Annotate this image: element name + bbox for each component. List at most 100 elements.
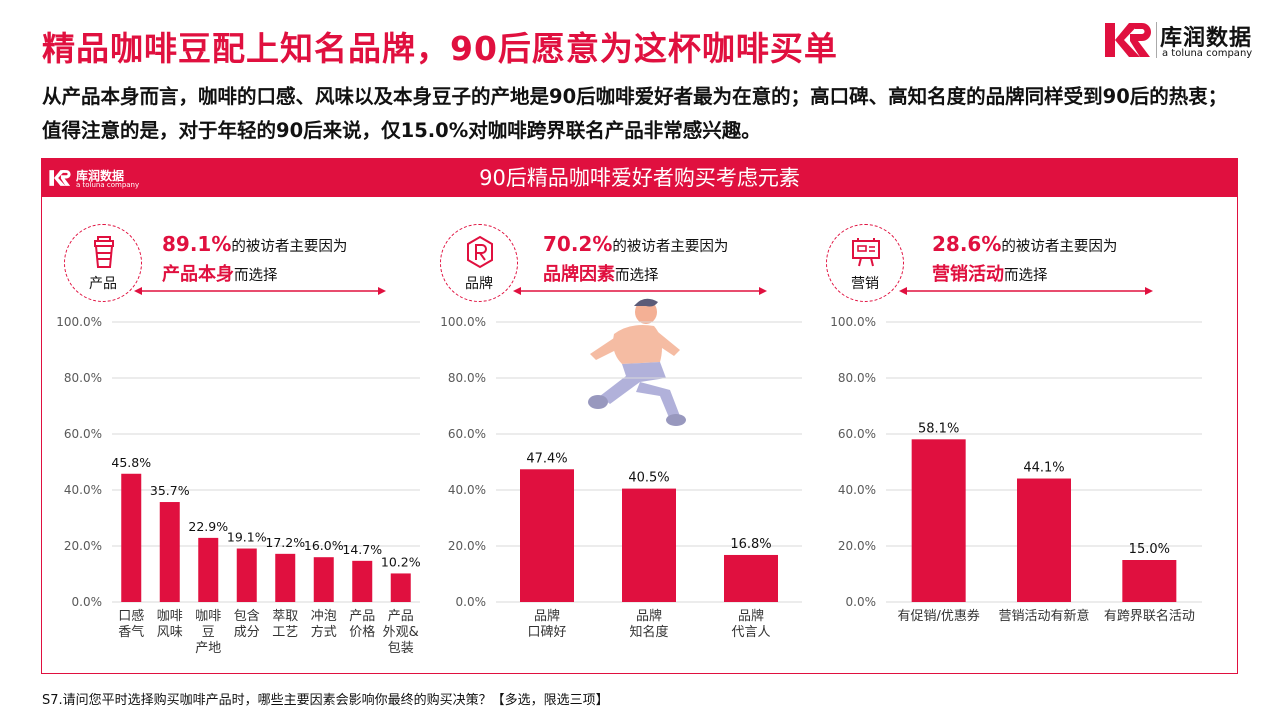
product-highlight: 89.1%的被访者主要因为 产品本身而选择 <box>162 230 347 290</box>
marketing-highlight: 28.6%的被访者主要因为 营销活动而选择 <box>932 230 1117 290</box>
x-tick-label: 冲泡方式 <box>311 609 337 640</box>
x-tick-label: 咖啡风味 <box>157 609 183 640</box>
x-tick-label: 口感香气 <box>118 608 144 640</box>
panel-logo-text: 库润数据 <box>76 169 125 183</box>
product-badge-label: 产品 <box>89 276 117 292</box>
product-pct: 89.1% <box>162 232 232 256</box>
x-tick-label: 产品外观&包装 <box>383 609 419 656</box>
marketing-keyword: 营销活动 <box>932 264 1004 285</box>
description-text: 从产品本身而言，咖啡的口感、风味以及本身豆子的产地是90后咖啡爱好者最为在意的；… <box>42 85 1228 142</box>
bar <box>520 469 574 602</box>
bar <box>121 473 142 602</box>
brand-text2: 而选择 <box>615 268 659 284</box>
y-tick-label: 40.0% <box>838 483 876 497</box>
marketing-text2: 而选择 <box>1004 268 1048 284</box>
data-label: 16.8% <box>730 537 771 552</box>
product-arrow <box>134 287 386 295</box>
footnote: S7.请问您平时选择购买咖啡产品时，哪些主要因素会影响你最终的购买决策？【多选，… <box>42 693 609 708</box>
bar <box>390 573 411 602</box>
product-badge: 产品 <box>64 224 142 302</box>
brand-highlight: 70.2%的被访者主要因为 品牌因素而选择 <box>543 230 728 290</box>
marketing-badge: 营销 <box>826 224 904 302</box>
product-chart: 0.0% 20.0% 40.0% 60.0% 80.0% 100.0% 45.8% 口感香气 3… <box>56 315 421 656</box>
x-tick-label: 营销活动有新意 <box>998 608 1089 624</box>
x-tick-label: 有跨界联名活动 <box>1104 608 1195 624</box>
x-tick-label: 品牌口碑好 <box>527 608 566 640</box>
bar <box>622 488 676 602</box>
y-tick-label: 40.0% <box>448 483 486 497</box>
panel-logo-subtext: a toluna company <box>76 181 140 189</box>
marketing-text1: 的被访者主要因为 <box>1001 239 1118 255</box>
y-tick-label: 60.0% <box>838 427 876 441</box>
brand-logo: 库润数据 a toluna company <box>1102 18 1262 64</box>
bar <box>1017 478 1071 602</box>
brand-r-icon <box>467 235 493 269</box>
x-tick-label: 品牌代言人 <box>731 608 770 640</box>
brand-text1: 的被访者主要因为 <box>612 239 729 255</box>
product-text2: 而选择 <box>234 268 278 284</box>
billboard-icon <box>852 238 880 267</box>
running-person-illustration <box>588 298 686 426</box>
brand-pct: 70.2% <box>543 232 613 256</box>
y-tick-label: 20.0% <box>838 539 876 553</box>
x-tick-label: 品牌知名度 <box>629 608 668 640</box>
bar <box>313 557 334 602</box>
panel-logo-icon <box>49 170 71 186</box>
data-label: 45.8% <box>111 455 151 470</box>
logo-text: 库润数据 <box>1160 26 1253 51</box>
y-tick-label: 80.0% <box>448 371 486 385</box>
y-tick-label: 80.0% <box>64 371 102 385</box>
data-label: 10.2% <box>381 554 421 569</box>
y-tick-label: 0.0% <box>456 595 487 609</box>
logo-kr-icon <box>1105 23 1151 57</box>
y-tick-label: 60.0% <box>448 427 486 441</box>
x-tick-label: 咖啡豆产地 <box>195 609 221 656</box>
brand-badge: 品牌 <box>440 224 518 302</box>
marketing-chart: 0.0% 20.0% 40.0% 60.0% 80.0% 100.0% 58.1% 有促销/优… <box>830 315 1202 624</box>
logo-divider <box>1156 22 1157 58</box>
coffee-cup-icon <box>94 236 114 268</box>
data-label: 44.1% <box>1023 461 1064 476</box>
x-tick-label: 包含成分 <box>234 608 260 640</box>
y-tick-label: 20.0% <box>448 539 486 553</box>
brand-chart: 0.0% 20.0% 40.0% 60.0% 80.0% 100.0% 47.4% 品牌口碑好… <box>440 315 802 640</box>
data-label: 35.7% <box>150 483 190 498</box>
data-label: 22.9% <box>188 519 228 534</box>
bar <box>236 548 257 602</box>
x-tick-label: 萃取工艺 <box>272 609 298 640</box>
y-tick-label: 100.0% <box>56 315 102 329</box>
marketing-pct: 28.6% <box>932 232 1002 256</box>
panel-title: 90后精品咖啡爱好者购买考虑元素 <box>479 166 800 190</box>
brand-keyword: 品牌因素 <box>543 264 615 285</box>
marketing-badge-label: 营销 <box>851 276 879 292</box>
bar <box>275 553 296 602</box>
data-label: 16.0% <box>304 538 344 553</box>
bar <box>352 560 373 602</box>
panel-header: 库润数据 a toluna company 90后精品咖啡爱好者购买考虑元素 <box>42 159 1237 197</box>
bar <box>724 554 778 602</box>
y-tick-label: 100.0% <box>440 315 486 329</box>
bar <box>159 502 180 602</box>
logo-subtext: a toluna company <box>1162 48 1253 59</box>
data-label: 40.5% <box>628 471 669 486</box>
panel-logo: 库润数据 a toluna company <box>48 168 158 190</box>
y-tick-label: 100.0% <box>830 315 876 329</box>
data-label: 15.0% <box>1129 542 1170 557</box>
brand-badge-label: 品牌 <box>465 276 493 292</box>
data-label: 58.1% <box>918 421 959 436</box>
y-tick-label: 40.0% <box>64 483 102 497</box>
chart-panel: 库润数据 a toluna company 90后精品咖啡爱好者购买考虑元素 <box>41 158 1238 674</box>
brand-arrow <box>513 287 767 295</box>
y-tick-label: 80.0% <box>838 371 876 385</box>
y-tick-label: 20.0% <box>64 539 102 553</box>
x-tick-label: 产品价格 <box>349 609 375 640</box>
y-tick-label: 0.0% <box>846 595 877 609</box>
bar <box>198 537 219 602</box>
x-tick-label: 有促销/优惠券 <box>897 608 979 624</box>
data-label: 19.1% <box>227 530 267 545</box>
data-label: 14.7% <box>342 542 382 557</box>
bar <box>911 439 966 602</box>
data-label: 17.2% <box>265 535 305 550</box>
data-label: 47.4% <box>526 451 567 466</box>
marketing-arrow <box>899 287 1153 295</box>
